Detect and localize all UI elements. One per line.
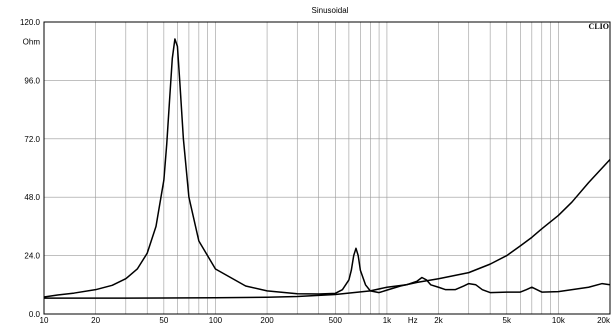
- y-tick-label: 96.0: [24, 76, 40, 85]
- x-tick-label: 200: [260, 316, 274, 323]
- y-tick-label: 24.0: [24, 252, 40, 261]
- x-tick-label: 1k: [383, 316, 392, 323]
- x-tick-label: 10k: [552, 316, 566, 323]
- x-tick-label: 20k: [597, 316, 611, 323]
- x-tick-label: 5k: [503, 316, 512, 323]
- x-tick-label: 2k: [434, 316, 443, 323]
- x-tick-label: 500: [329, 316, 343, 323]
- series-line-1: [43, 38, 611, 298]
- label-layer: 0.0 24.0 48.0 72.0 96.0 120.0 Ohm 10 20 50 100 200 5…: [20, 18, 611, 325]
- y-tick-label: 48.0: [24, 193, 40, 202]
- chart-title: Sinusoidal: [312, 6, 349, 15]
- plot-frame: [43, 21, 611, 315]
- y-axis-label: Ohm: [23, 37, 41, 46]
- x-axis-unit: Hz: [408, 316, 418, 323]
- series-line-2: [44, 276, 611, 299]
- y-tick-label: 0.0: [29, 310, 41, 319]
- curve-layer: [43, 38, 611, 299]
- x-tick-label: 10: [40, 316, 49, 323]
- x-tick-label: 50: [159, 316, 168, 323]
- x-tick-label: 20: [91, 316, 100, 323]
- grid-layer: [44, 22, 610, 314]
- y-tick-label: 72.0: [24, 135, 40, 144]
- brand-label: CLIO: [589, 22, 609, 31]
- x-tick-label: 100: [209, 316, 223, 323]
- y-tick-label: 120.0: [20, 18, 41, 27]
